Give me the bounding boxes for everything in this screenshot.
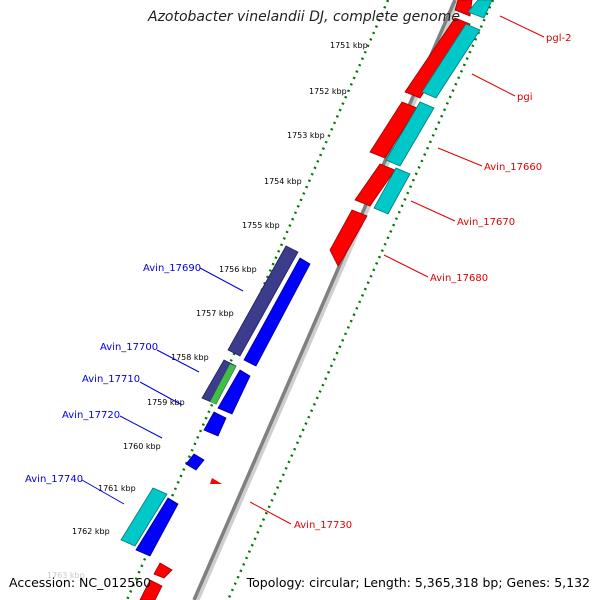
leader-avin17700 [156,349,200,373]
tick-label-1755: 1755 kbp [242,221,280,230]
leader-avin17680 [383,254,429,278]
tick-label-1762: 1762 kbp [72,527,110,536]
reverse-gene-pgl2 [421,23,481,99]
reverse-gene-avin17660 [373,167,411,215]
gene-label-avin17730: Avin_17730 [294,520,352,531]
forward-cds-avin17690 [243,257,311,367]
tick-label-1763: 1763 kbp [47,571,85,580]
tick-label-1756: 1756 kbp [219,265,257,274]
inner-tick-guide [226,0,495,600]
accession-text: Accession: NC_012560 [9,575,152,590]
forward-cds-avin17720 [185,453,205,471]
reverse-cds-avin17670 [329,209,368,267]
reverse-cds-pgi [369,101,418,159]
leader-avin17690 [199,267,244,292]
leader-avin17710 [139,381,183,406]
gene-label-pgl2: pgl-2 [546,33,571,44]
forward-cds-avin17710 [203,411,227,437]
reverse-cds-avin17660 [354,163,396,207]
backbone-shadow [194,0,461,600]
map-title: Azotobacter vinelandii DJ, complete geno… [148,9,460,25]
reverse-cds-bottom-1 [153,562,173,579]
tick-label-1752: 1752 kbp [309,87,347,96]
leader-avin17740 [81,479,125,505]
leader-avin17720 [119,415,163,439]
gene-label-avin17660: Avin_17660 [484,162,542,173]
leader-avin17660 [437,147,483,167]
gene-label-avin17680: Avin_17680 [430,273,488,284]
forward-cds-avin17700 [217,369,251,415]
reverse-gene-bottom [120,487,168,547]
tick-label-1757: 1757 kbp [196,309,234,318]
gene-label-avin17700: Avin_17700 [100,342,158,353]
tick-label-1751: 1751 kbp [330,41,368,50]
tick-label-1754: 1754 kbp [264,177,302,186]
reverse-cds-bottom-2 [139,579,163,600]
backbone [192,0,457,600]
tick-label-1761: 1761 kbp [98,484,136,493]
tick-label-1753: 1753 kbp [287,131,325,140]
reverse-gene-1 [467,0,493,19]
leader-avin17670 [410,200,456,222]
leader-pgi [471,73,516,97]
tick-label-1760: 1760 kbp [123,442,161,451]
gene-label-avin17670: Avin_17670 [457,217,515,228]
forward-cds-avin17740 [135,497,179,557]
forward-gene-avin17700-green [210,364,236,404]
gene-label-pgi: pgi [517,92,532,103]
tick-label-1759: 1759 kbp [147,398,185,407]
leader-pgl2 [499,15,545,38]
gene-label-avin17720: Avin_17720 [62,410,120,421]
genome-summary-text: Topology: circular; Length: 5,365,318 bp… [246,575,590,590]
gene-label-avin17710: Avin_17710 [82,374,140,385]
gene-label-avin17740: Avin_17740 [25,474,83,485]
reverse-cds-avin17730 [210,478,222,484]
forward-gene-avin17690 [227,245,299,357]
reverse-gene-pgi [385,101,435,167]
tick-label-1758: 1758 kbp [171,353,209,362]
leader-avin17730 [249,501,292,525]
reverse-cds-pgl2 [404,17,471,99]
gene-label-avin17690: Avin_17690 [143,263,201,274]
